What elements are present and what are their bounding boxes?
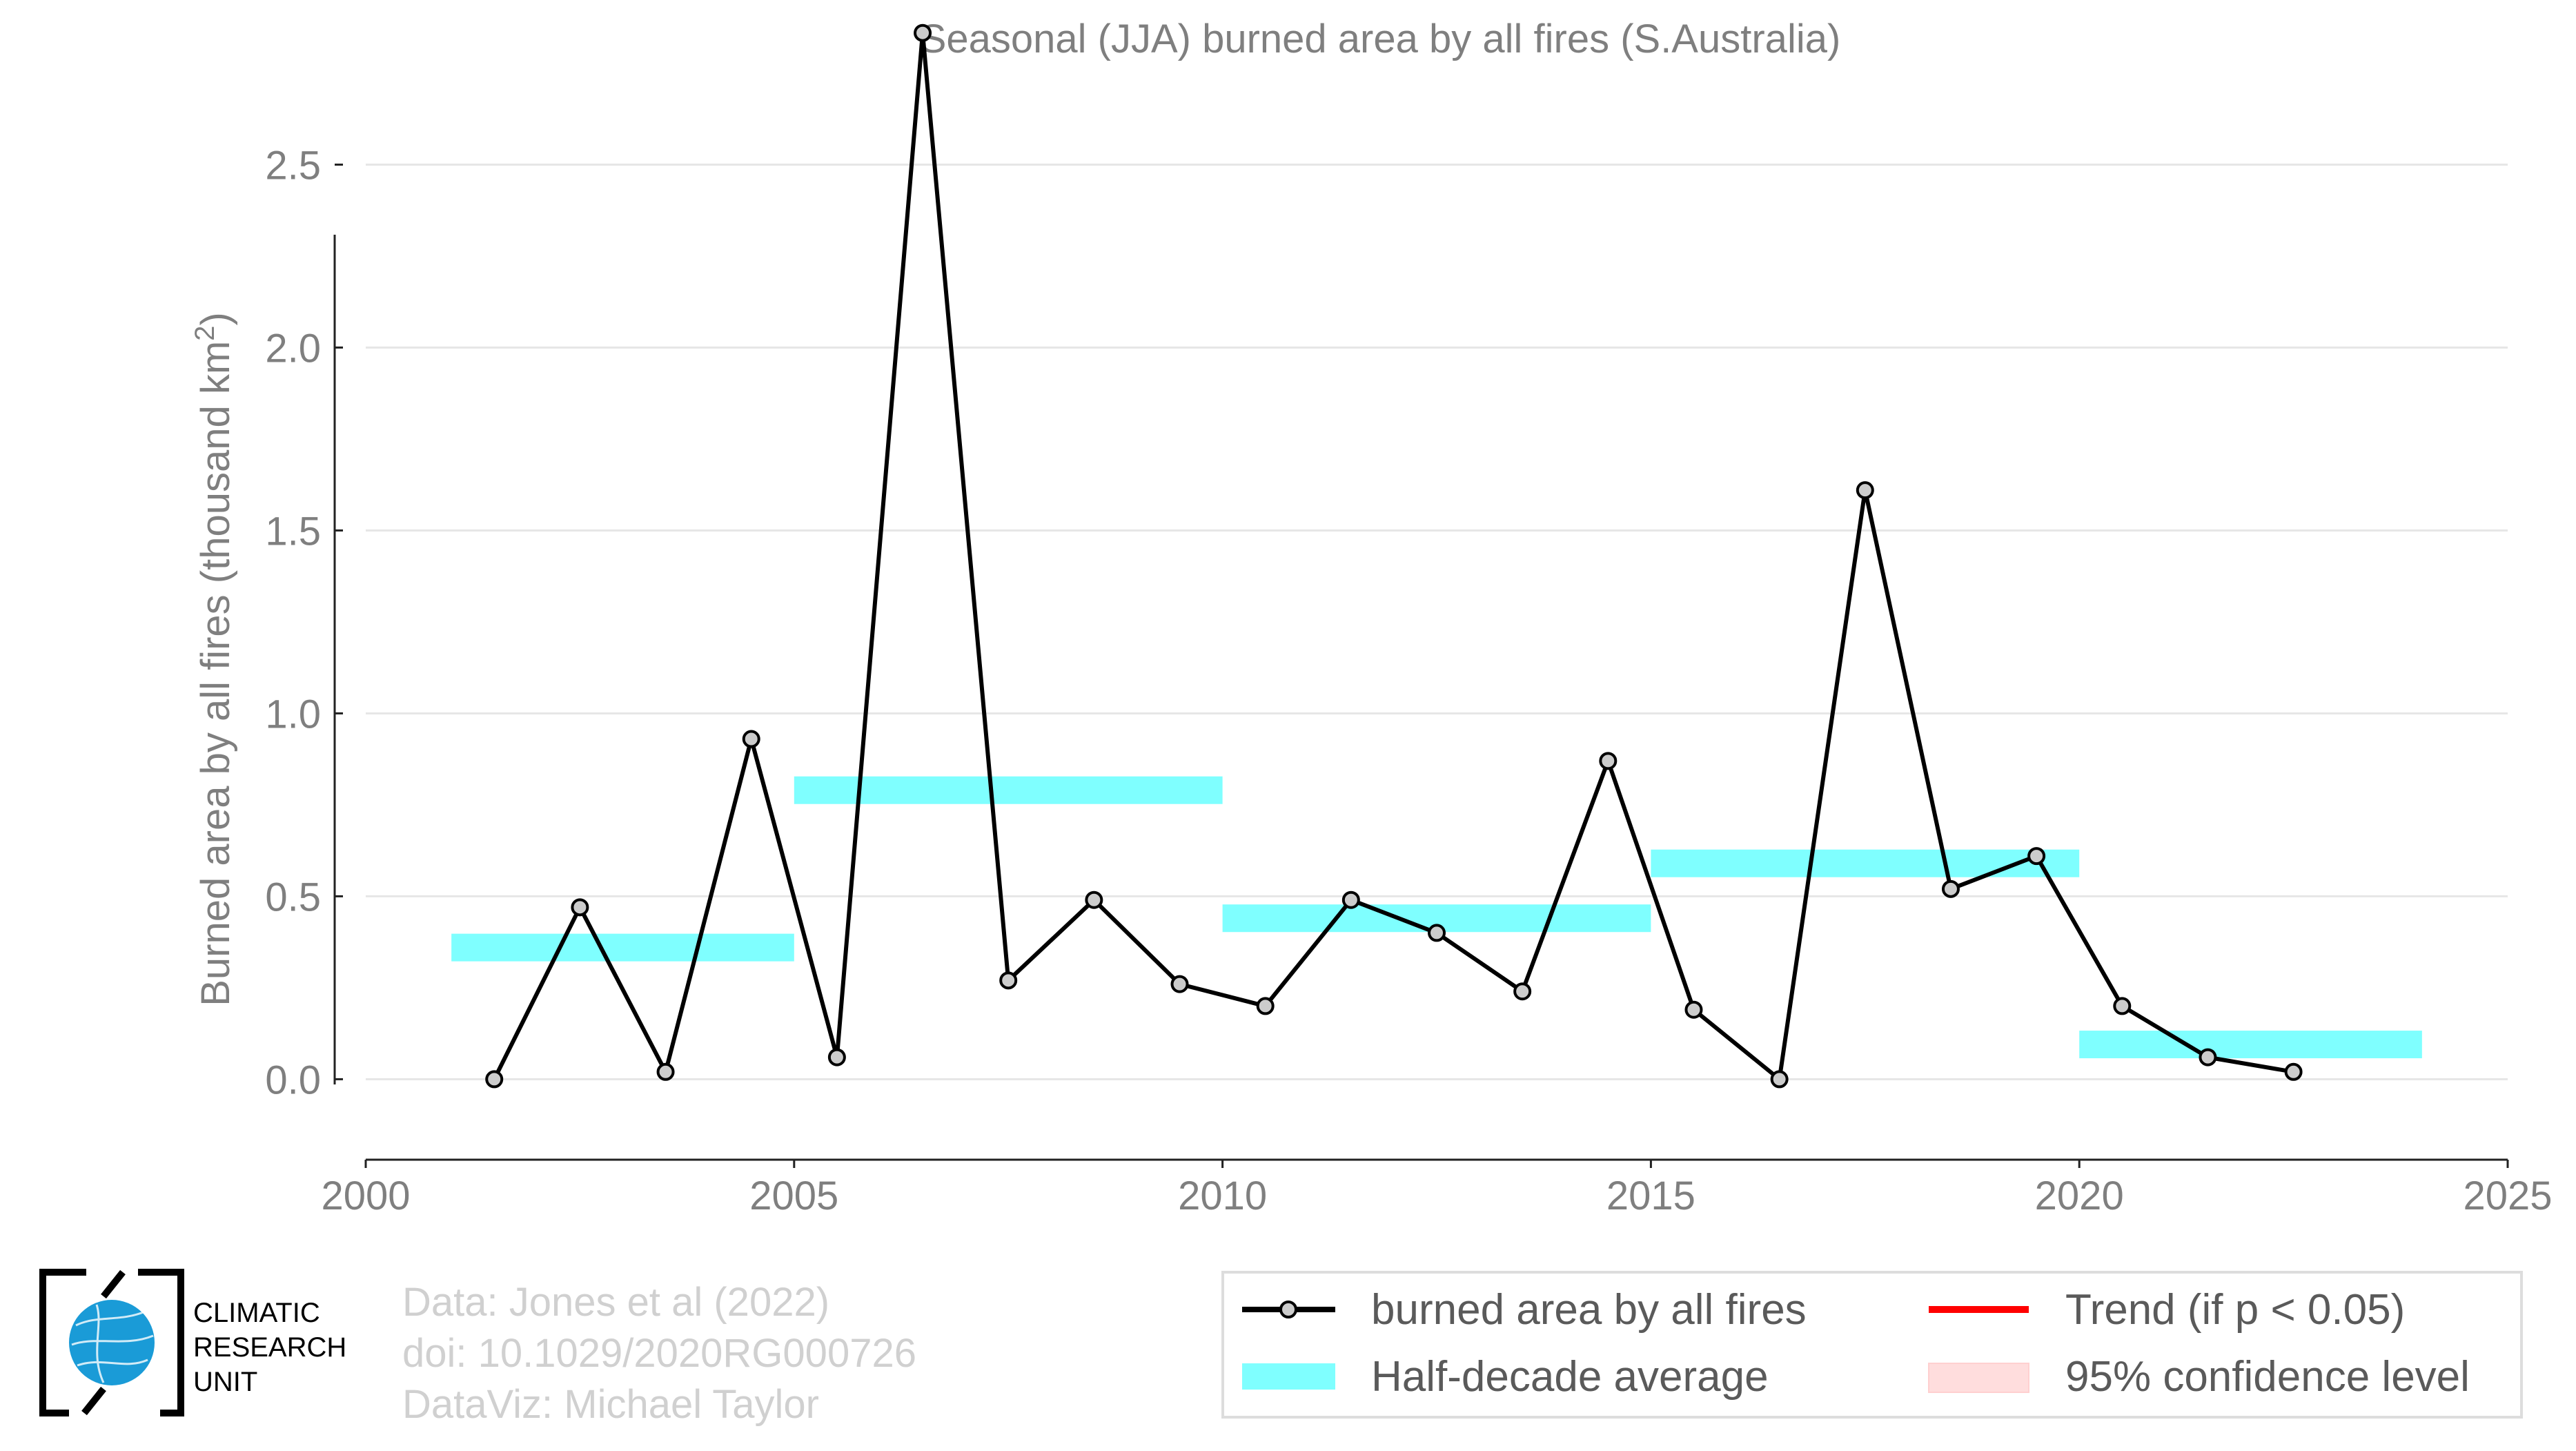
legend-label-confidence: 95% confidence level: [2065, 1353, 2470, 1401]
data-point-6: [999, 971, 1018, 990]
y-axis-label-end: ): [193, 312, 238, 325]
data-point-0: [485, 1070, 504, 1089]
chart-title: Seasonal (JJA) burned area by all fires …: [920, 17, 1841, 61]
legend-entry-confidence: 95% confidence level: [1928, 1353, 2470, 1401]
gridlines: [366, 163, 2508, 1080]
data-point-1: [571, 898, 589, 917]
data-point-3: [742, 730, 760, 748]
cru-logo: CLIMATIC RESEARCH UNIT: [39, 1269, 346, 1416]
half-decade-bar-1: [794, 776, 1223, 804]
y-axis-label-superscript: 2: [190, 326, 220, 341]
logo-bracket-right: [138, 1269, 184, 1416]
series-burned-area: [485, 23, 2303, 1089]
data-point-19: [2113, 997, 2132, 1015]
data-point-8: [1170, 975, 1189, 993]
data-point-11: [1428, 924, 1446, 942]
data-point-18: [2027, 847, 2046, 866]
logo-text-unit: UNIT: [193, 1367, 257, 1397]
globe-icon-lines: [71, 1304, 154, 1383]
data-point-13: [1599, 752, 1618, 770]
y-tick-label-1: 0.5: [265, 875, 321, 919]
legend-entry-burned-area: burned area by all fires: [1242, 1286, 1807, 1334]
y-axis-label: Burned area by all fires (thousand km2): [190, 312, 238, 1006]
y-tick-label-5: 2.5: [265, 143, 321, 188]
legend-entry-half-decade: Half-decade average: [1242, 1353, 1769, 1401]
legend-label-trend: Trend (if p < 0.05): [2065, 1286, 2405, 1334]
y-tick-label-3: 1.5: [265, 509, 321, 554]
half-decade-average-bars: [451, 776, 2422, 1059]
x-tick-label-1: 2005: [749, 1174, 838, 1218]
credit-doi: doi: 10.1029/2020RG000726: [402, 1331, 916, 1376]
logo-slash-top: [101, 1269, 126, 1299]
legend: burned area by all fires Trend (if p < 0…: [1221, 1271, 2523, 1419]
data-point-21: [2284, 1062, 2303, 1081]
data-point-9: [1256, 997, 1275, 1015]
x-tick-label-2: 2010: [1178, 1174, 1267, 1218]
x-tick-label-5: 2025: [2463, 1174, 2552, 1218]
axes: [333, 235, 2508, 1161]
y-axis-label-main: Burned area by all fires (thousand km: [193, 341, 238, 1006]
x-tick-label-0: 2000: [321, 1174, 410, 1218]
half-decade-bar-0: [451, 933, 794, 962]
series-line-0: [492, 30, 2294, 1082]
y-tick-labels: 0.0 0.5 1.0 1.5 2.0 2.5: [265, 143, 343, 1102]
data-point-15: [1770, 1070, 1789, 1089]
data-point-17: [1941, 879, 1960, 898]
half-decade-bar-4: [2079, 1031, 2422, 1059]
legend-swatch-marker: [1279, 1301, 1297, 1318]
x-tick-label-4: 2020: [2035, 1174, 2124, 1218]
x-tick-labels: 2000 2005 2010 2015 2020 2025: [321, 1160, 2553, 1218]
data-point-5: [914, 23, 932, 42]
data-point-7: [1085, 890, 1103, 909]
half-decade-bar-3: [1651, 849, 2080, 877]
data-point-20: [2199, 1048, 2217, 1067]
data-point-14: [1684, 1000, 1703, 1019]
data-point-10: [1341, 890, 1360, 909]
legend-entry-trend: Trend (if p < 0.05): [1929, 1286, 2405, 1334]
data-point-16: [1856, 481, 1874, 500]
logo-slash-bottom: [81, 1386, 106, 1416]
data-point-2: [656, 1062, 675, 1081]
credit-dataviz: DataViz: Michael Taylor: [402, 1382, 819, 1427]
legend-box: [1221, 1271, 2523, 1419]
logo-text-research: RESEARCH: [193, 1332, 346, 1363]
credits: Data: Jones et al (2022) doi: 10.1029/20…: [402, 1280, 916, 1427]
logo-bracket-left: [39, 1269, 86, 1416]
legend-swatch-confidence: [1928, 1363, 2029, 1393]
legend-label-half-decade: Half-decade average: [1371, 1353, 1769, 1401]
credit-data: Data: Jones et al (2022): [402, 1280, 829, 1325]
x-tick-label-3: 2015: [1606, 1174, 1695, 1218]
legend-label-burned-area: burned area by all fires: [1371, 1286, 1807, 1334]
data-point-12: [1513, 982, 1532, 1001]
logo-text-climatic: CLIMATIC: [193, 1298, 320, 1328]
data-point-4: [827, 1048, 846, 1067]
legend-swatch-half-decade: [1242, 1363, 1335, 1390]
y-tick-label-2: 1.0: [265, 692, 321, 737]
y-tick-label-0: 0.0: [265, 1058, 321, 1102]
y-tick-label-4: 2.0: [265, 326, 321, 371]
